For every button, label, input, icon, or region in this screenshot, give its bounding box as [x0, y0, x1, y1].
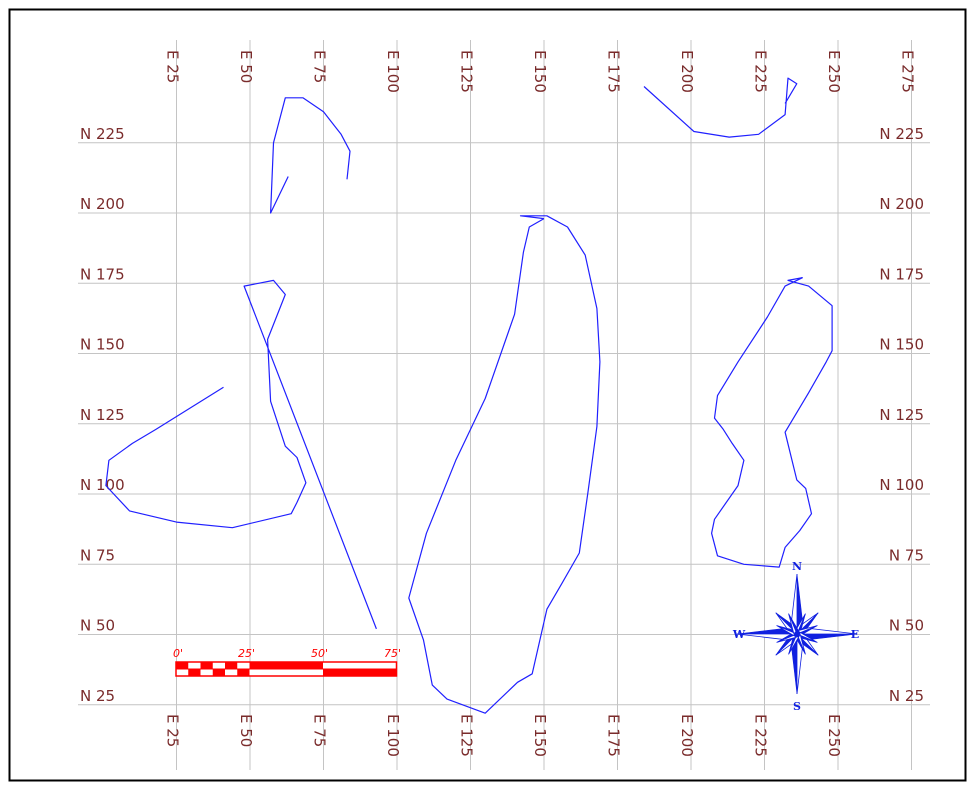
contour-central [408, 215, 601, 714]
northing-label-right-125: N 125 [879, 406, 924, 424]
northing-label-left-100: N 100 [80, 476, 125, 494]
easting-label-top-250: E 250 [825, 50, 843, 93]
easting-label-bottom-200: E 200 [678, 714, 696, 757]
northing-label-left-200: N 200 [80, 195, 125, 213]
scale-check-top-0 [176, 662, 189, 669]
easting-label-top-275: E 275 [899, 50, 917, 93]
scale-label-25: 25' [238, 647, 255, 660]
easting-label-bottom-75: E 75 [311, 714, 329, 747]
scale-check-top-3 [212, 669, 225, 676]
easting-label-top-225: E 225 [752, 50, 770, 93]
easting-label-top-175: E 175 [605, 50, 623, 93]
easting-label-top-75: E 75 [311, 50, 329, 83]
scale-check-top-2 [200, 662, 213, 669]
map-border [8, 8, 967, 782]
northing-label-left-50: N 50 [80, 617, 115, 635]
scale-check-top-1 [188, 669, 201, 676]
compass-hub [794, 631, 800, 637]
scale-bar-segments [175, 661, 398, 677]
compass-south-label: S [793, 700, 801, 713]
northing-label-left-150: N 150 [80, 336, 125, 354]
contour-small-north [270, 97, 351, 214]
scale-block-50-75 [323, 669, 397, 676]
easting-label-top-150: E 150 [531, 50, 549, 93]
easting-label-bottom-25: E 25 [164, 714, 182, 747]
northing-label-left-225: N 225 [80, 125, 125, 143]
easting-label-bottom-125: E 125 [458, 714, 476, 757]
compass-west-label: W [732, 628, 746, 641]
northing-label-left-75: N 75 [80, 546, 115, 564]
northing-label-left-175: N 175 [80, 265, 125, 283]
scale-label-75: 75' [384, 647, 401, 660]
contour-lines [105, 77, 833, 714]
northing-label-right-100: N 100 [879, 476, 924, 494]
contour-northeast [643, 77, 798, 138]
easting-label-top-25: E 25 [164, 50, 182, 83]
easting-label-bottom-225: E 225 [752, 714, 770, 757]
scale-check-top-4 [225, 662, 238, 669]
scale-bar: 0' 25' 50' 75' [173, 647, 401, 677]
northing-label-left-25: N 25 [80, 687, 115, 705]
northing-label-right-150: N 150 [879, 336, 924, 354]
grid-lines [78, 40, 930, 770]
scale-check-top-5 [237, 669, 250, 676]
scale-label-50: 50' [311, 647, 328, 660]
contour-west [105, 279, 377, 630]
northing-label-right-200: N 200 [879, 195, 924, 213]
easting-label-bottom-50: E 50 [237, 714, 255, 747]
easting-label-top-125: E 125 [458, 50, 476, 93]
compass-north-label: N [792, 560, 802, 573]
compass-east-label: E [851, 628, 859, 641]
easting-label-bottom-250: E 250 [825, 714, 843, 757]
easting-label-bottom-175: E 175 [605, 714, 623, 757]
compass-rose-icon [736, 573, 858, 695]
easting-label-bottom-150: E 150 [531, 714, 549, 757]
northing-label-left-125: N 125 [80, 406, 125, 424]
grid-labels: E 25 E 50 E 75 E 100 E 125 E 150 E 175 E 200 E 2… [80, 50, 924, 757]
north-arrow-compass: N S E W [732, 560, 859, 713]
easting-label-top-200: E 200 [678, 50, 696, 93]
northing-label-right-225: N 225 [879, 125, 924, 143]
scale-block-25-50 [249, 662, 323, 669]
northing-label-right-25: N 25 [889, 687, 924, 705]
northing-label-right-50: N 50 [889, 617, 924, 635]
contour-east [710, 277, 833, 568]
northing-label-right-75: N 75 [889, 546, 924, 564]
scale-label-0: 0' [173, 647, 183, 660]
northing-label-right-175: N 175 [879, 265, 924, 283]
easting-label-top-50: E 50 [237, 50, 255, 83]
easting-label-top-100: E 100 [384, 50, 402, 93]
easting-label-bottom-100: E 100 [384, 714, 402, 757]
